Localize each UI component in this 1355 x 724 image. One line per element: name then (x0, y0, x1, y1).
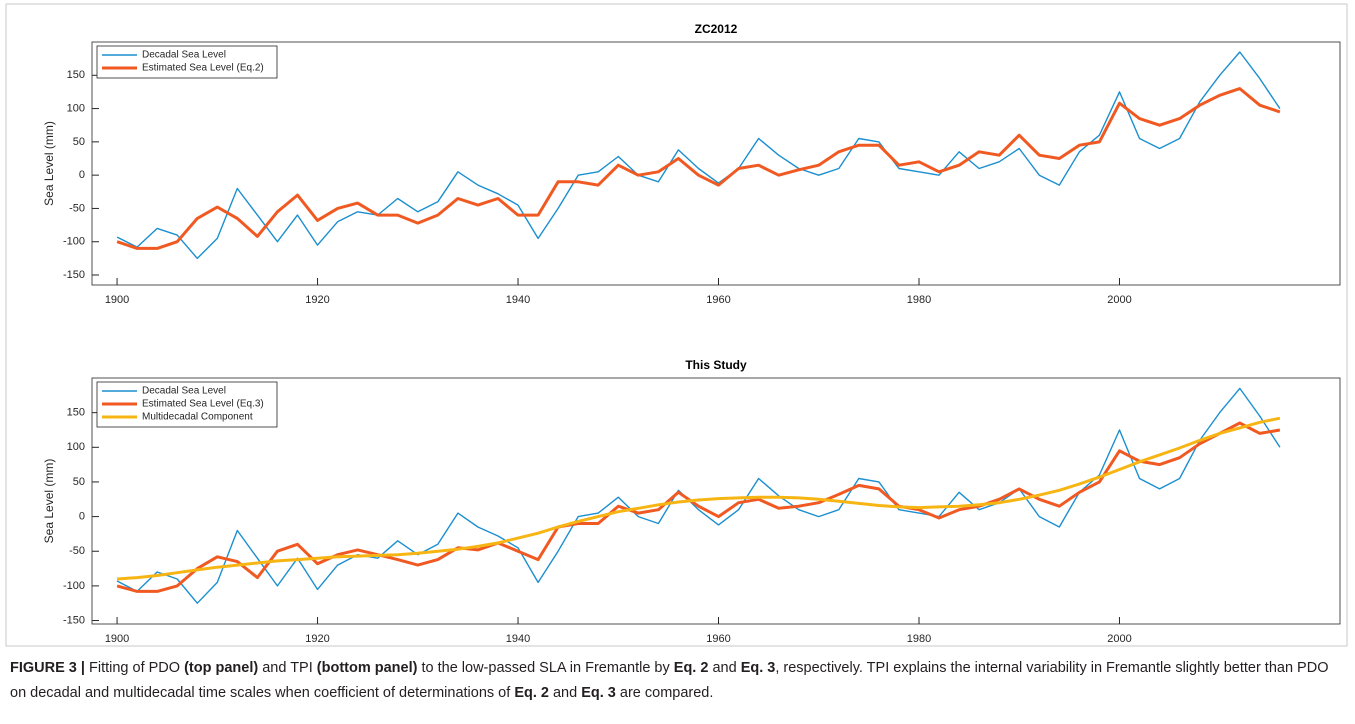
x-tick-label: 1960 (706, 294, 730, 306)
figure: ZC2012 -150 -100 -50 0 50 100 150 1900 1920 1940 19… (5, 3, 1348, 647)
x-tick-label: 1960 (706, 633, 730, 645)
legend-label: Decadal Sea Level (142, 50, 226, 61)
series-group (116, 387, 1281, 604)
y-tick-label: 100 (67, 102, 85, 114)
y-axis-label: Sea Level (mm) (42, 121, 56, 206)
x-tick-label: 1900 (105, 633, 129, 645)
x-tick-label: 1980 (907, 294, 931, 306)
y-tick-label: 50 (73, 136, 85, 148)
data-line (116, 51, 1281, 260)
legend-label: Decadal Sea Level (142, 386, 226, 397)
data-line (116, 387, 1281, 604)
y-tick-label: -50 (69, 545, 85, 557)
axes-box (91, 41, 1341, 286)
plot-area (92, 378, 1340, 624)
caption-run: to the low-passed SLA in Fremantle by (417, 660, 674, 676)
x-tick-label: 1900 (105, 294, 129, 306)
y-tick-label: 100 (67, 441, 85, 453)
y-axis-label: Sea Level (mm) (42, 459, 56, 544)
x-tick-label: 1920 (305, 633, 329, 645)
legend-label: Multidecadal Component (142, 412, 253, 423)
y-tick-label: 0 (79, 169, 85, 181)
y-tick-label: 50 (73, 476, 85, 488)
chart-title: This Study (685, 358, 747, 372)
y-tick-label: 150 (67, 407, 85, 419)
y-tick-label: -150 (63, 614, 85, 626)
caption-run: are compared. (615, 685, 714, 701)
data-line (116, 416, 1281, 581)
caption-run: and (548, 685, 582, 701)
caption-run: , respectively. TPI explains the interna… (10, 660, 1329, 701)
x-tick-label: 1920 (305, 294, 329, 306)
y-tick-label: -150 (63, 269, 85, 281)
y-tick-label: -100 (63, 580, 85, 592)
caption-run: Eq. 2 (514, 685, 549, 701)
caption-run: Fitting of PDO (84, 660, 185, 676)
caption-run: (bottom panel) (316, 660, 418, 676)
figure-frame (5, 3, 1348, 647)
plot-area (92, 42, 1340, 285)
x-tick-label: 1940 (506, 633, 530, 645)
axes-box (91, 377, 1341, 625)
y-tick-label: 0 (79, 510, 85, 522)
caption-run: (top panel) (184, 660, 259, 676)
caption-run: FIGURE 3 | (10, 660, 85, 676)
y-tick-label: -100 (63, 236, 85, 248)
legend-label: Estimated Sea Level (Eq.3) (142, 399, 264, 410)
legend-label: Estimated Sea Level (Eq.2) (142, 63, 264, 74)
legend-box (96, 45, 278, 79)
y-tick-label: -50 (69, 202, 85, 214)
x-tick-label: 2000 (1107, 294, 1131, 306)
data-line (116, 87, 1281, 250)
x-tick-label: 1940 (506, 294, 530, 306)
caption-run: and (708, 660, 741, 676)
series-group (116, 51, 1281, 260)
caption-run: Eq. 2 (673, 660, 709, 676)
caption: FIGURE 3 | Fitting of PDO (top panel) an… (10, 656, 1345, 706)
x-tick-label: 2000 (1107, 633, 1131, 645)
caption-run: Eq. 3 (581, 685, 616, 701)
caption-run: and TPI (258, 660, 317, 676)
caption-run: Eq. 3 (740, 660, 776, 676)
x-tick-label: 1980 (907, 633, 931, 645)
y-tick-label: 150 (67, 69, 85, 81)
chart-title: ZC2012 (695, 22, 738, 36)
